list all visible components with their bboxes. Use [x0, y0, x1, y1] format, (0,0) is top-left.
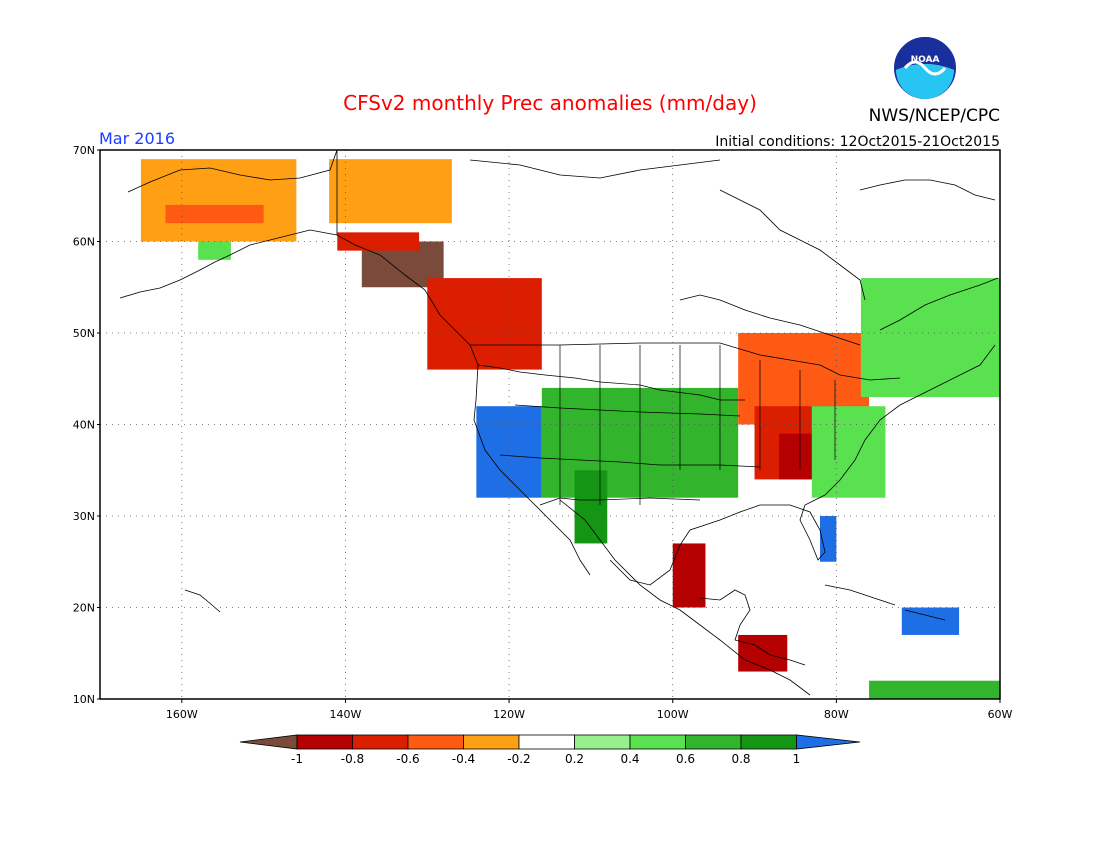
- valid-month-label: Mar 2016: [99, 129, 175, 148]
- colorbar-box: [740, 734, 797, 750]
- colorbar-box: [407, 734, 464, 750]
- anomaly-cell-15: [820, 516, 837, 562]
- lon-label: 100W: [657, 708, 689, 721]
- colorbar-tick-label: -0.8: [341, 752, 364, 766]
- chart-title: CFSv2 monthly Prec anomalies (mm/day): [343, 91, 757, 115]
- colorbar-tick-label: -0.2: [507, 752, 530, 766]
- colorbar-tick-label: 0.4: [620, 752, 639, 766]
- colorbar-box: [296, 734, 353, 750]
- colorbar-tick-label: 1: [793, 752, 801, 766]
- initial-conditions-label: Initial conditions: 12Oct2015-21Oct2015: [715, 134, 1000, 150]
- colorbar-box: [352, 734, 409, 750]
- colorbar-labels: -1 -0.8 -0.6 -0.4 -0.2 0.2 0.4 0.6 0.8 1: [291, 752, 800, 766]
- lat-label: 10N: [73, 693, 95, 706]
- colorbar-box: [629, 734, 686, 750]
- lon-label: 160W: [166, 708, 198, 721]
- anomaly-cell-17: [738, 634, 788, 672]
- colorbar-tick-label: 0.6: [676, 752, 695, 766]
- political-borders: [477, 345, 836, 506]
- lat-label: 40N: [73, 419, 95, 432]
- longitude-labels: 160W 140W 120W 100W 80W 60W: [166, 699, 1013, 721]
- colorbar-box: [463, 734, 520, 750]
- anomaly-cell-1: [165, 204, 264, 224]
- anomaly-cell-14: [811, 406, 886, 498]
- anomaly-cell-18: [901, 607, 960, 635]
- anomaly-cell-7: [476, 406, 542, 498]
- colorbar-box: [518, 734, 575, 750]
- lat-label: 50N: [73, 327, 95, 340]
- coastlines: [119, 149, 999, 696]
- agency-label: NWS/NCEP/CPC: [869, 106, 1000, 126]
- latitude-labels: 70N 60N 50N 40N 30N 20N 10N: [73, 144, 100, 706]
- colorbar-tick-label: 0.2: [565, 752, 584, 766]
- lon-label: 120W: [493, 708, 525, 721]
- anomaly-cell-9: [574, 470, 608, 544]
- noaa-logo-text: NOAA: [911, 55, 940, 65]
- colorbar-tick-label: -0.4: [452, 752, 475, 766]
- lon-label: 140W: [330, 708, 362, 721]
- lon-label: 60W: [988, 708, 1013, 721]
- colorbar-tick-label: 0.8: [731, 752, 750, 766]
- anomaly-cells: [140, 159, 1000, 699]
- colorbar-box: [574, 734, 631, 750]
- anomaly-cell-6: [427, 278, 542, 370]
- anomaly-cell-2: [198, 241, 231, 260]
- lat-label: 20N: [73, 602, 95, 615]
- colorbar-tick-label: -0.6: [396, 752, 419, 766]
- lat-lon-gridlines: [100, 150, 1000, 699]
- noaa-logo: NOAA: [894, 37, 956, 99]
- anomaly-cell-0: [140, 159, 297, 242]
- colorbar-box: [685, 734, 742, 750]
- colorbar-arrow-high: [796, 734, 861, 750]
- colorbar-arrow-low: [239, 734, 298, 750]
- anomaly-cell-19: [869, 680, 1000, 699]
- map-area: [99, 149, 1001, 700]
- lat-label: 60N: [73, 236, 95, 249]
- lon-label: 80W: [824, 708, 849, 721]
- lat-label: 70N: [73, 144, 95, 157]
- lat-label: 30N: [73, 510, 95, 523]
- colorbar-tick-label: -1: [291, 752, 303, 766]
- anomaly-cell-10: [672, 543, 706, 608]
- anomaly-cell-3: [329, 159, 452, 224]
- colorbar: [239, 734, 861, 750]
- anomaly-cell-16: [860, 278, 1000, 398]
